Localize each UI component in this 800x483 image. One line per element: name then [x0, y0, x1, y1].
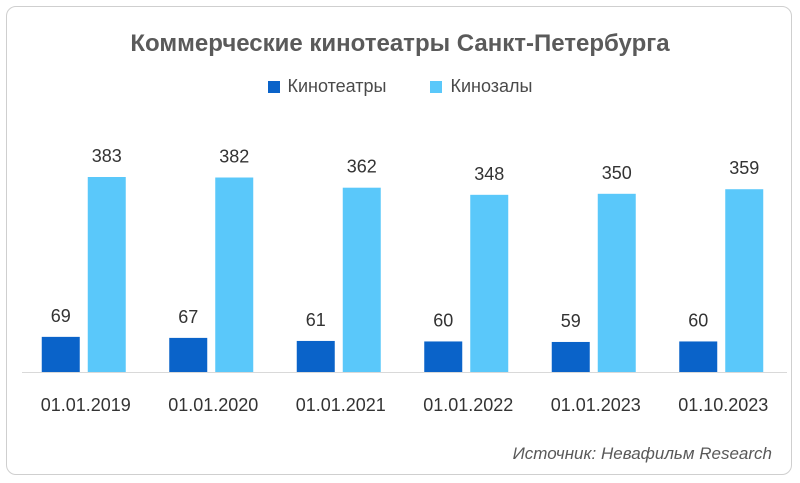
legend-label-screens: Кинозалы [450, 76, 533, 96]
data-label-cinemas-0: 69 [51, 306, 71, 326]
bar-cinemas-0 [41, 336, 80, 372]
legend-label-cinemas: Кинотеатры [287, 76, 387, 96]
chart-title: Коммерческие кинотеатры Санкт-Петербурга [130, 30, 670, 57]
legend-swatch-screens [430, 80, 443, 93]
legend-item-screens: Кинозалы [430, 76, 532, 97]
legend-swatch-cinemas [267, 80, 280, 93]
bar-cinemas-4 [551, 341, 590, 372]
plot-area: 69 383 01.01.2019 67 382 01.01.2020 61 362 01.01… [22, 146, 787, 415]
data-label-screens-4: 350 [602, 163, 632, 183]
data-label-screens-5: 359 [729, 158, 759, 178]
chart-legend: Кинотеатры Кинозалы [0, 76, 800, 97]
data-label-cinemas-1: 67 [178, 307, 198, 327]
x-tick-label-5: 01.10.2023 [678, 395, 768, 415]
bar-screens-2 [342, 187, 381, 372]
bar-screens-0 [87, 177, 126, 372]
legend-item-cinemas: Кинотеатры [267, 76, 387, 97]
x-tick-label-0: 01.01.2019 [41, 395, 131, 415]
data-label-cinemas-2: 61 [306, 310, 326, 330]
bar-cinemas-2 [296, 340, 335, 372]
bar-cinemas-5 [679, 341, 718, 372]
x-tick-label-3: 01.01.2022 [423, 395, 513, 415]
bar-cinemas-3 [424, 341, 463, 372]
source-note: Источник: Невафильм Research [512, 444, 772, 463]
data-label-screens-0: 383 [92, 146, 122, 166]
bar-screens-4 [597, 193, 636, 372]
data-label-cinemas-4: 59 [561, 311, 581, 331]
data-label-screens-3: 348 [474, 164, 504, 184]
data-label-screens-1: 382 [219, 147, 249, 167]
x-tick-label-4: 01.01.2023 [551, 395, 641, 415]
data-label-cinemas-3: 60 [433, 310, 453, 330]
bar-screens-1 [215, 177, 254, 372]
chart-frame [6, 6, 792, 475]
bar-cinemas-1 [169, 337, 208, 372]
bar-screens-5 [725, 189, 764, 372]
data-label-screens-2: 362 [347, 157, 377, 177]
data-label-cinemas-5: 60 [688, 310, 708, 330]
bar-screens-3 [470, 194, 509, 372]
x-tick-label-1: 01.01.2020 [168, 395, 258, 415]
x-tick-label-2: 01.01.2021 [296, 395, 386, 415]
